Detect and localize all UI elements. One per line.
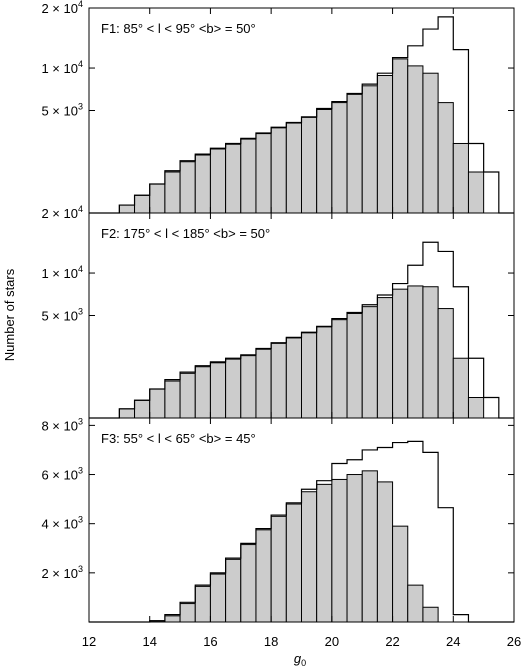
filled-bar (240, 544, 257, 623)
x-tick-label: 26 (507, 634, 521, 649)
histogram-panel-1: 5 × 103 1 × 104 2 × 104 F1: 85° < l < 95° <… (41, 0, 515, 214)
filled-bar (255, 133, 272, 214)
x-axis-label: g0 (294, 651, 306, 668)
filled-bar (194, 154, 211, 214)
filled-bar (316, 326, 333, 419)
filled-bar (361, 470, 378, 623)
y-tick-label: 1 × 104 (41, 264, 83, 281)
filled-bar (209, 148, 227, 214)
filled-bar (134, 194, 151, 214)
filled-bar (164, 380, 181, 419)
filled-bar (255, 529, 272, 623)
filled-bar (179, 161, 196, 214)
y-axis-label: Number of stars (2, 268, 17, 361)
x-tick-label: 14 (142, 634, 156, 649)
filled-bar (376, 297, 394, 419)
filled-bar (392, 525, 409, 623)
filled-bar (301, 491, 318, 623)
filled-bar (452, 142, 469, 214)
filled-bar (164, 615, 181, 623)
outline-histogram (89, 16, 514, 214)
filled-bar (376, 481, 394, 623)
filled-bar (225, 143, 242, 214)
y-tick-label: 4 × 103 (41, 515, 83, 532)
y-tick-label: 5 × 103 (41, 102, 83, 119)
filled-bar (225, 358, 242, 419)
histogram-panel-2: 5 × 103 1 × 104 2 × 104 F2: 175° < l < 185°… (41, 204, 515, 419)
filled-bar (467, 397, 485, 419)
filled-bar (316, 108, 333, 214)
filled-bar (209, 573, 227, 623)
x-tick-label: 12 (82, 634, 96, 649)
filled-bar (331, 319, 348, 419)
filled-bar (437, 308, 454, 419)
filled-bar (285, 503, 303, 623)
y-tick-label: 5 × 103 (41, 307, 83, 324)
outline-histogram (89, 440, 514, 623)
filled-bar (194, 366, 211, 419)
filled-bar (285, 337, 303, 419)
filled-bar (316, 483, 333, 623)
filled-bar (361, 85, 378, 214)
filled-bar (376, 74, 394, 214)
outline-histogram (89, 241, 514, 419)
filled-bar (407, 584, 424, 623)
filled-bar (285, 122, 303, 214)
filled-bar (392, 58, 409, 214)
panel-frame (88, 417, 515, 623)
filled-bar (467, 171, 485, 214)
filled-bar (346, 93, 363, 214)
filled-bar (118, 408, 136, 419)
filled-bar (331, 102, 348, 214)
filled-bar (422, 286, 439, 419)
x-tick-label: 24 (446, 634, 460, 649)
filled-bar (240, 355, 257, 419)
filled-bar (422, 72, 439, 214)
filled-bar (225, 558, 242, 623)
filled-bar (361, 306, 378, 419)
filled-bar (452, 357, 469, 419)
filled-bar (331, 478, 348, 623)
x-tick-label: 18 (264, 634, 278, 649)
filled-bar (407, 285, 424, 419)
panel-label: F2: 175° < l < 185° <b> = 50° (101, 226, 270, 241)
filled-bar (392, 288, 409, 419)
x-tick-label: 16 (203, 634, 217, 649)
filled-bar (255, 348, 272, 419)
filled-bar (301, 116, 318, 214)
filled-bar (270, 342, 287, 419)
y-tick-label: 2 × 104 (41, 204, 83, 221)
filled-bar (346, 312, 363, 419)
x-tick-label: 20 (325, 634, 339, 649)
filled-bar (240, 138, 257, 214)
filled-bar (270, 515, 287, 623)
filled-bar (194, 585, 211, 623)
filled-bar (164, 171, 181, 214)
y-tick-label: 1 × 104 (41, 59, 83, 76)
y-tick-label: 8 × 103 (41, 416, 83, 433)
panel-label: F3: 55° < l < 65° <b> = 45° (101, 431, 256, 446)
filled-bar (301, 332, 318, 419)
filled-bar (346, 474, 363, 623)
x-tick-label: 22 (385, 634, 399, 649)
filled-bar (179, 372, 196, 419)
filled-bar (407, 65, 424, 214)
filled-bar (118, 204, 136, 214)
filled-bar (270, 127, 287, 214)
filled-bar (437, 102, 454, 214)
histogram-panel-3: 2 × 103 4 × 103 6 × 103 8 × 103 F3: 55° < l … (41, 416, 515, 623)
filled-bar (149, 388, 166, 419)
y-tick-label: 2 × 104 (41, 0, 83, 16)
filled-bar (134, 399, 151, 419)
filled-bar (149, 183, 166, 214)
filled-bar (179, 603, 196, 623)
filled-bar (209, 362, 227, 419)
panel-label: F1: 85° < l < 95° <b> = 50° (101, 21, 256, 36)
y-tick-label: 6 × 103 (41, 466, 83, 483)
y-tick-label: 2 × 103 (41, 564, 83, 581)
filled-bar (422, 606, 439, 623)
